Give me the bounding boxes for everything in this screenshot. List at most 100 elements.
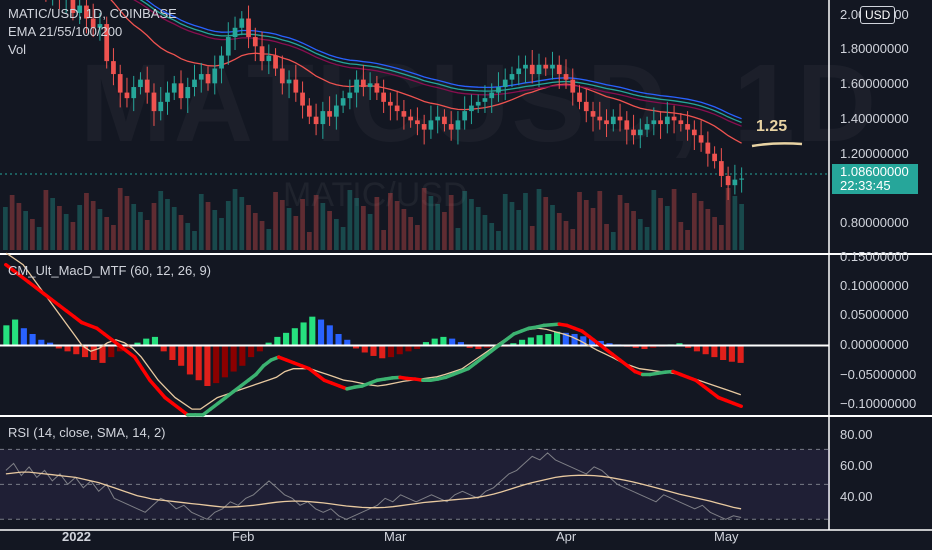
legend-rsi[interactable]: RSI (14, close, SMA, 14, 2) [8, 425, 166, 440]
volume-bar [266, 229, 272, 250]
volume-bar [252, 213, 258, 250]
macd-histogram-bar [641, 345, 648, 350]
volume-bar [725, 188, 731, 250]
price-tick: 1.40000000 [840, 111, 909, 126]
legend-vol[interactable]: Vol [8, 42, 27, 57]
candles [45, 0, 744, 200]
candle-body [428, 120, 434, 130]
macd-histogram-bar [632, 345, 639, 348]
candle-body [347, 92, 353, 99]
candle-body [178, 83, 184, 99]
volume-bar [225, 201, 231, 250]
volume-bar [313, 195, 319, 250]
volume-bar [111, 225, 116, 250]
macd-histogram-bar [370, 345, 377, 356]
volume-bar [394, 201, 400, 250]
macd-histogram-bar [571, 334, 578, 346]
legend-macd[interactable]: CM_Ult_MacD_MTF (60, 12, 26, 9) [8, 263, 212, 278]
legend-symbol[interactable]: MATIC/USD, 1D, COINBASE [8, 6, 177, 21]
volume-bar [327, 211, 332, 250]
volume-bar [84, 193, 89, 250]
time-tick: May [714, 529, 739, 544]
volume-bar [171, 207, 177, 250]
volume-bar [415, 225, 420, 250]
candle-body [435, 116, 441, 121]
candle-body [509, 74, 515, 80]
candle-body [570, 79, 576, 93]
candle-body [219, 55, 224, 69]
time-tick: 2022 [62, 529, 91, 544]
candle-body [583, 101, 589, 112]
volume-bar [63, 214, 69, 250]
volume-bar [300, 199, 305, 250]
macd-histogram-bar [116, 345, 124, 352]
volume-bar [739, 204, 744, 250]
candle-body [205, 74, 211, 84]
candle-body [131, 87, 137, 99]
volume-bar [698, 201, 704, 250]
candle-body [448, 124, 454, 130]
volume-bar [198, 194, 204, 250]
macd-histogram-bar [300, 322, 307, 346]
macd-histogram-bar [545, 334, 552, 346]
macd-histogram-bar [248, 345, 255, 358]
price-tick: 0.80000000 [840, 215, 909, 230]
candle-body [637, 129, 643, 136]
candle-body [556, 64, 562, 75]
candle-body [516, 68, 522, 75]
candle-body [496, 87, 501, 93]
macd-histogram-bar [213, 345, 220, 384]
macd-histogram-bar [274, 336, 281, 346]
candle-body [543, 64, 549, 69]
time-tick: Apr [556, 529, 577, 544]
candle-body [577, 92, 582, 102]
macd-line-segment [155, 387, 167, 400]
candle-body [300, 92, 305, 106]
macd-histogram-bar [379, 345, 386, 359]
candle-body [705, 142, 711, 154]
volume-bar [340, 227, 346, 250]
macd-line-segment [148, 378, 160, 391]
volume-bar [664, 206, 670, 250]
volume-bar [16, 203, 22, 250]
macd-histogram-bar [125, 345, 132, 349]
volume-bar [732, 196, 738, 250]
volume-bar [367, 214, 373, 250]
ema-lines [110, 0, 742, 144]
volume-bar [124, 196, 130, 250]
volume-bar [712, 217, 717, 250]
macd-histogram-bar [326, 325, 333, 346]
macd-line-segment [140, 366, 152, 382]
volume-bar [381, 230, 386, 250]
volume-bar [475, 207, 481, 250]
time-tick: Mar [384, 529, 407, 544]
volume-bar [556, 213, 562, 250]
volume-bar [144, 220, 150, 250]
volume-bar [138, 212, 143, 250]
macd-histogram-bar [510, 343, 517, 346]
candle-body [462, 111, 468, 121]
volume-bar [516, 210, 522, 250]
legend-ema[interactable]: EMA 21/55/100/200 [8, 24, 123, 39]
currency-badge[interactable]: USD [860, 6, 896, 24]
candle-body [685, 124, 690, 130]
candle-body [455, 120, 461, 130]
volume-bar [685, 230, 690, 250]
macd-histogram-bar [221, 345, 228, 378]
volume-bar [442, 212, 447, 250]
volume-bar [543, 197, 549, 250]
candle-body [111, 61, 116, 75]
volume-bar [3, 207, 8, 250]
volume-bar [70, 222, 76, 250]
macd-histogram-bar [466, 345, 473, 348]
volume-bar [43, 190, 49, 250]
candle-body [698, 135, 704, 143]
volume-bar [718, 225, 724, 250]
volume-bar [469, 199, 474, 250]
volume-bar [151, 203, 157, 250]
price-tick: 1.60000000 [840, 76, 909, 91]
volume-bar [590, 208, 596, 250]
candle-body [408, 116, 414, 121]
volume-bar [583, 200, 589, 250]
